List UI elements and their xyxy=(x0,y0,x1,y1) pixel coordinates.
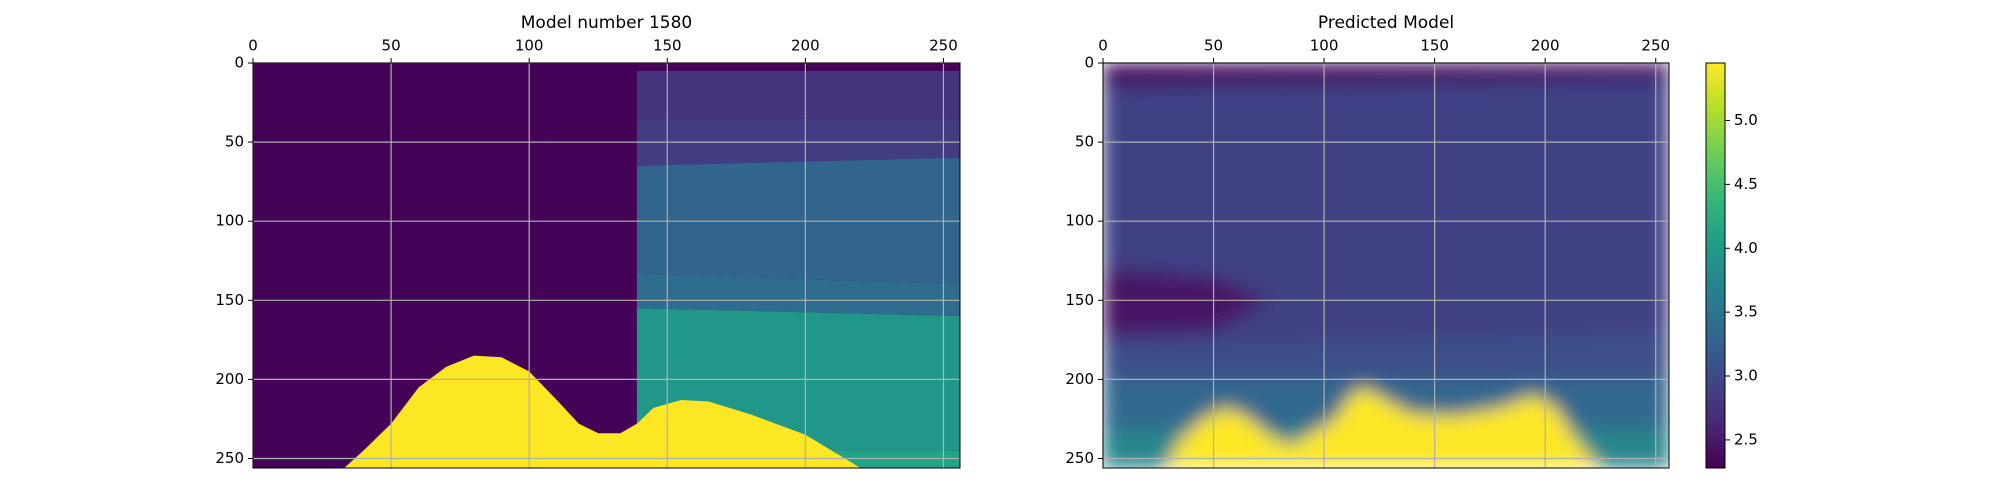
heatmap-region xyxy=(1103,331,1669,380)
colorbar-tick-label: 3.0 xyxy=(1734,367,1758,385)
colorbar-tick-label: 4.0 xyxy=(1734,239,1758,257)
x-tick-label: 250 xyxy=(1641,37,1670,55)
plot-frame xyxy=(1102,62,1670,469)
plot-frame xyxy=(252,62,961,469)
heatmap-region xyxy=(1164,387,1601,468)
heatmap-smooth xyxy=(1103,63,1669,468)
colorbar-tick-label: 2.5 xyxy=(1734,430,1758,448)
colorbar-tick-label: 4.5 xyxy=(1734,175,1758,193)
x-tick-label: 200 xyxy=(1531,37,1560,55)
colorbar xyxy=(1705,62,1726,469)
chart-title: Model number 1580 xyxy=(521,13,692,33)
y-tick-label: 0 xyxy=(1084,54,1094,72)
y-tick-label: 50 xyxy=(1075,133,1094,151)
heatmap-region xyxy=(636,70,960,119)
y-tick-label: 100 xyxy=(1065,212,1094,230)
y-tick-label: 100 xyxy=(215,212,244,230)
x-tick-label: 100 xyxy=(1310,37,1339,55)
heatmap xyxy=(1103,63,1669,468)
colorbar-tick-label: 5.0 xyxy=(1734,111,1758,129)
y-tick-label: 200 xyxy=(1065,370,1094,388)
y-tick-label: 150 xyxy=(1065,291,1094,309)
x-tick-label: 0 xyxy=(248,37,258,55)
y-tick-label: 200 xyxy=(215,370,244,388)
x-tick-label: 100 xyxy=(515,37,544,55)
x-tick-label: 50 xyxy=(1204,37,1223,55)
heatmap-region xyxy=(1103,63,1669,87)
x-tick-label: 50 xyxy=(382,37,401,55)
heatmap-region xyxy=(636,273,960,317)
x-tick-label: 150 xyxy=(653,37,682,55)
x-tick-label: 0 xyxy=(1098,37,1108,55)
y-tick-label: 0 xyxy=(234,54,244,72)
chart-title: Predicted Model xyxy=(1318,13,1454,33)
y-tick-label: 250 xyxy=(1065,449,1094,467)
x-tick-label: 150 xyxy=(1420,37,1449,55)
x-tick-label: 250 xyxy=(929,37,958,55)
y-tick-label: 150 xyxy=(215,291,244,309)
heatmap-region xyxy=(344,355,861,468)
heatmap xyxy=(253,63,960,468)
y-tick-label: 250 xyxy=(215,449,244,467)
y-tick-label: 50 xyxy=(225,133,244,151)
colorbar-tick-label: 3.5 xyxy=(1734,303,1758,321)
x-tick-label: 200 xyxy=(791,37,820,55)
heatmap-region xyxy=(1103,268,1269,336)
